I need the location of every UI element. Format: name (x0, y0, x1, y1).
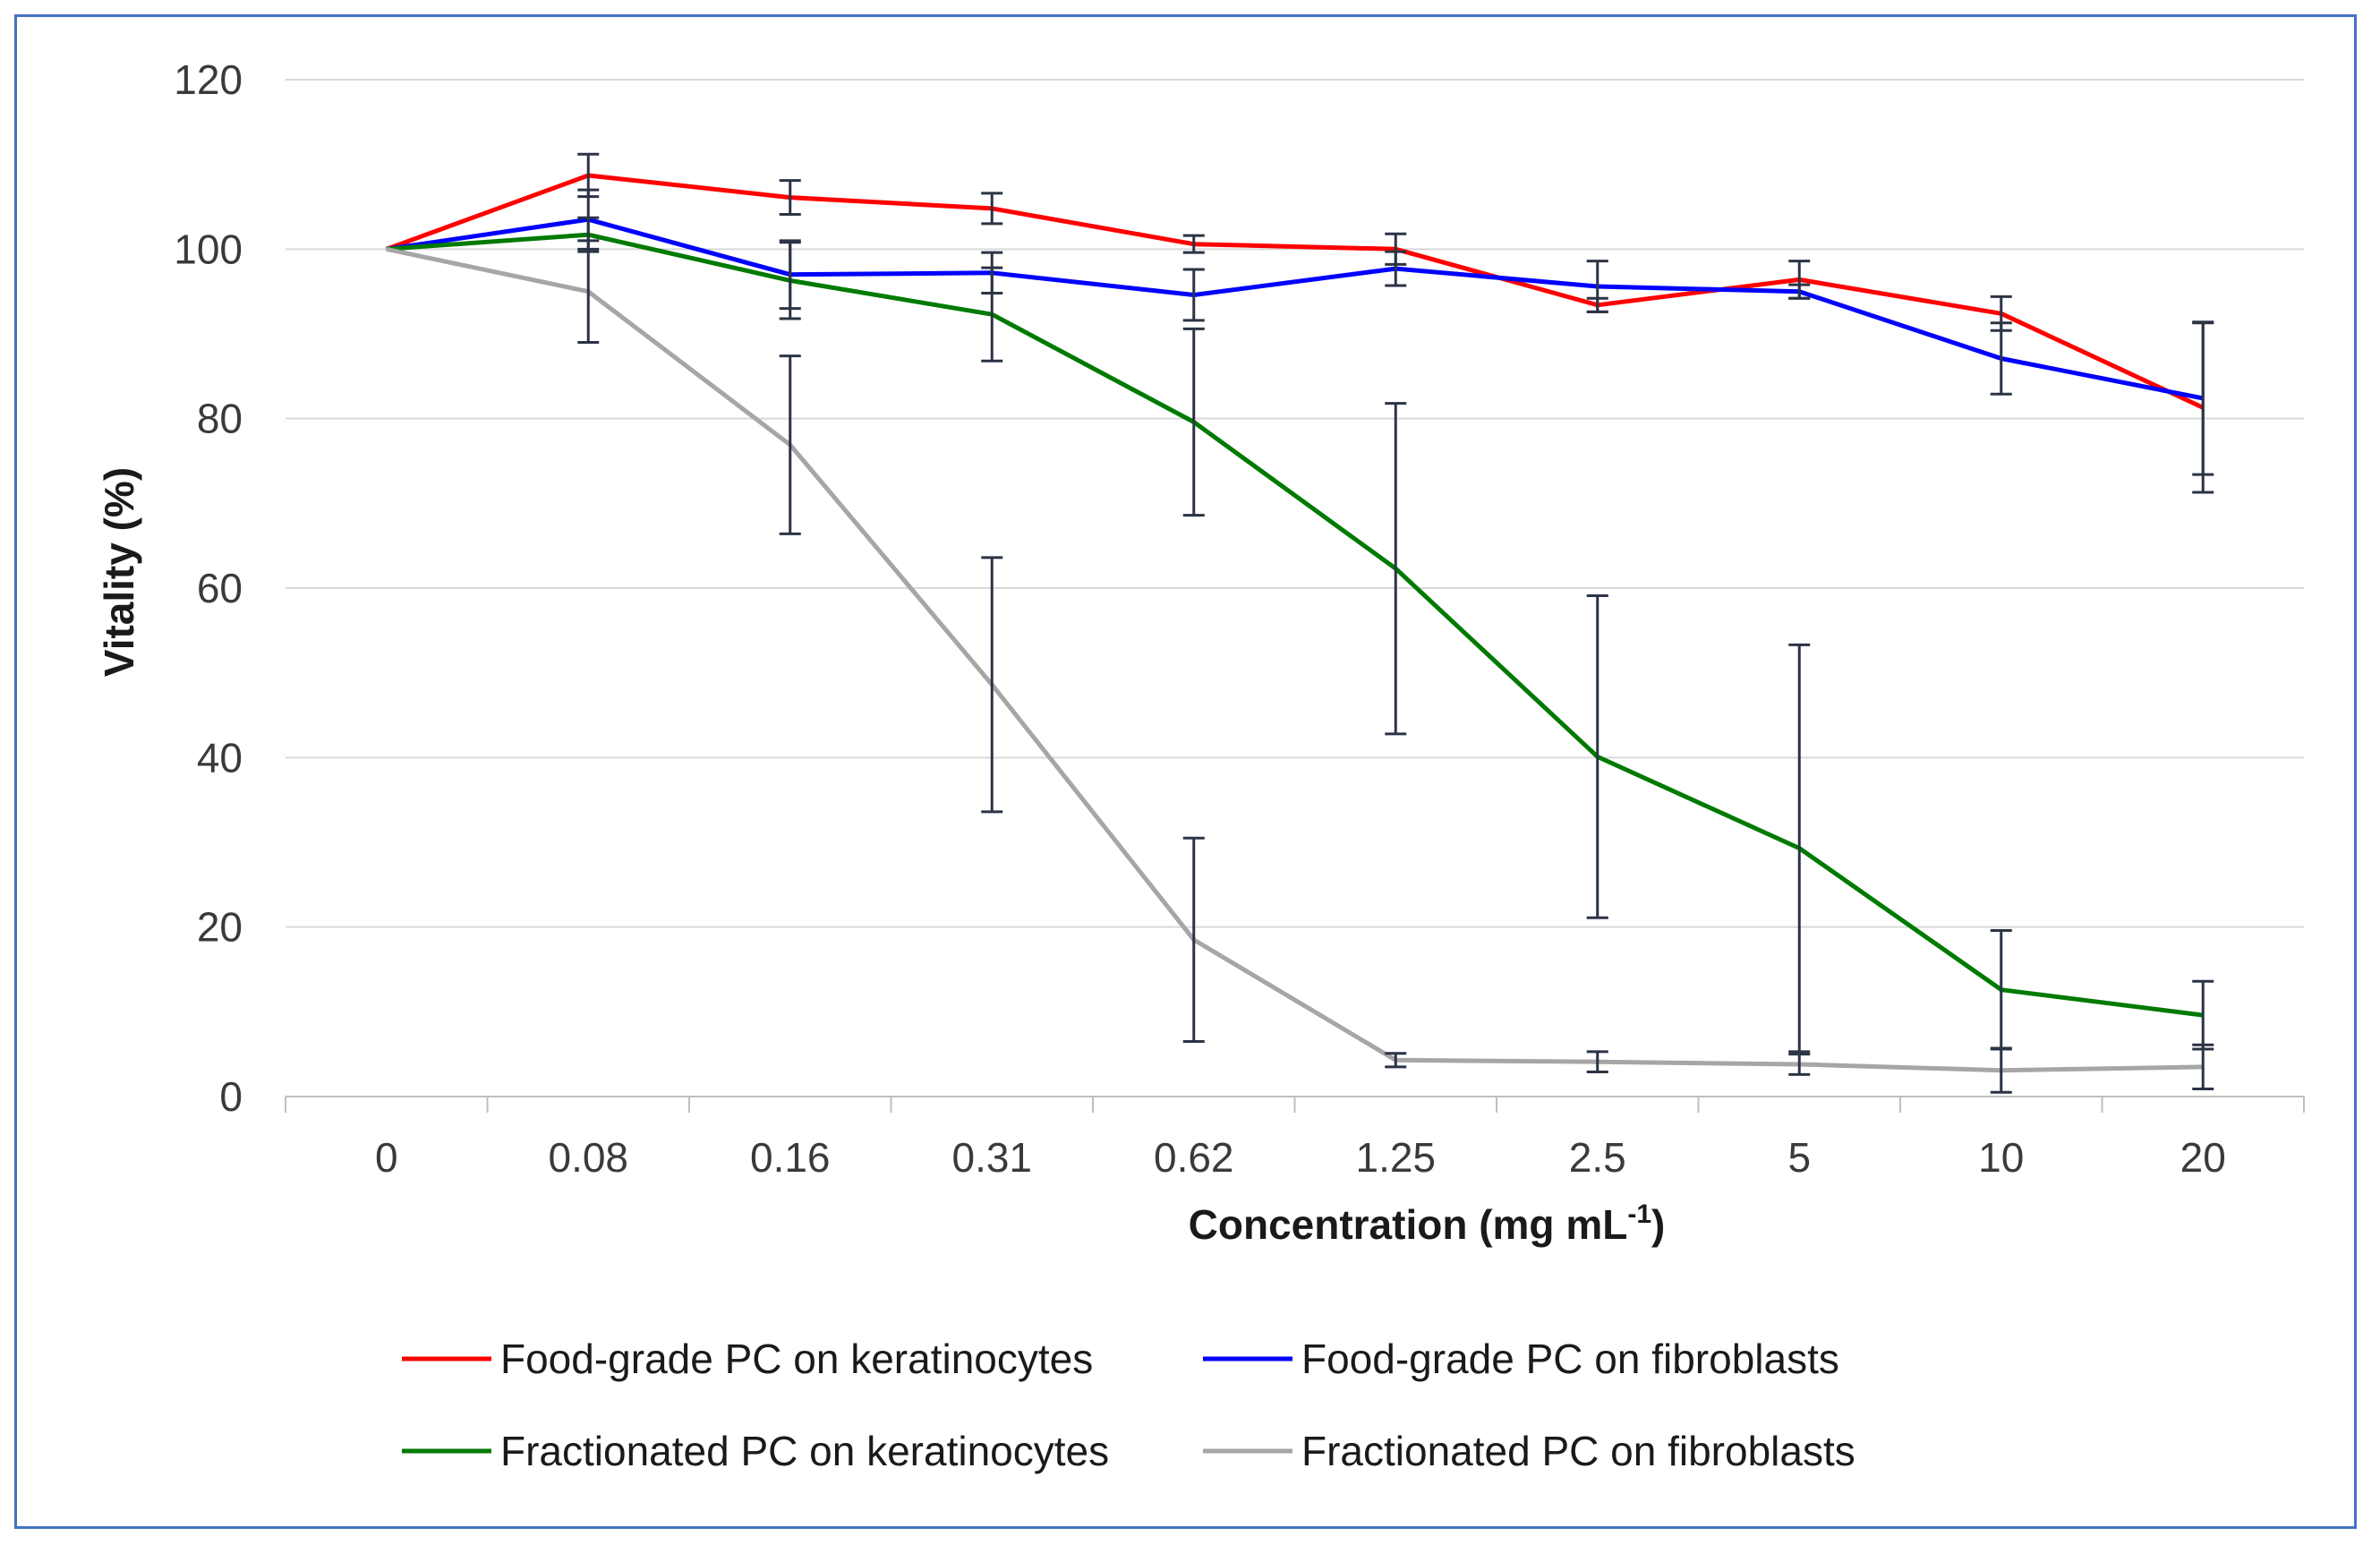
legend-label: Food-grade PC on keratinocytes (500, 1336, 1093, 1382)
x-tick-label: 0.08 (548, 1134, 628, 1181)
error-bar (1788, 1053, 1811, 1076)
line-chart: 0 20 40 60 80 100 120 0 0.08 0.16 0.31 0.62 1.25 2.5… (96, 56, 2305, 1474)
error-bar (1182, 836, 1205, 1043)
series-line-4 (386, 246, 2204, 1073)
x-tick-label: 1.25 (1355, 1134, 1436, 1181)
x-tick-label: 0.16 (750, 1134, 831, 1181)
error-bar (1182, 268, 1205, 322)
error-bar (981, 556, 1003, 814)
y-axis-ticks: 0 20 40 60 80 100 120 (174, 56, 243, 1120)
x-axis: 0 0.08 0.16 0.31 0.62 1.25 2.5 5 10 20 (285, 1096, 2305, 1181)
error-bar (981, 192, 1003, 226)
chart-frame: 0 20 40 60 80 100 120 0 0.08 0.16 0.31 0.62 1.25 2.5… (14, 14, 2357, 1529)
legend-label: Fractionated PC on keratinocytes (500, 1428, 1109, 1474)
y-tick-label: 20 (197, 904, 243, 951)
series-line-2 (386, 217, 2204, 401)
x-tick-label: 2.5 (1569, 1134, 1626, 1181)
legend-label: Food-grade PC on fibroblasts (1301, 1336, 1839, 1382)
error-bar (1385, 402, 1407, 736)
error-bar (577, 239, 600, 344)
x-axis-title-superscript: -1 (1627, 1199, 1651, 1229)
error-bar (779, 179, 801, 217)
error-bar (2192, 320, 2214, 476)
error-bar (1990, 321, 2012, 396)
x-tick-label: 5 (1787, 1134, 1811, 1181)
error-bar (2192, 1043, 2214, 1090)
error-bar (779, 241, 801, 320)
error-bar (1788, 283, 1811, 300)
x-tick-label: 0.31 (951, 1134, 1032, 1181)
error-bar (981, 266, 1003, 363)
error-bar (1586, 1050, 1608, 1074)
series-lines (385, 173, 2205, 1073)
y-tick-label: 120 (174, 56, 243, 103)
error-bars (577, 152, 2214, 1094)
series-line-1 (385, 173, 2205, 410)
y-tick-label: 0 (219, 1073, 243, 1120)
y-tick-label: 100 (174, 226, 243, 272)
y-tick-label: 80 (197, 396, 243, 442)
x-axis-title-main: Concentration (mg mL (1189, 1201, 1628, 1248)
legend-item-3: Fractionated PC on keratinocytes (402, 1428, 1109, 1474)
y-axis-title: Vitality (%) (96, 467, 142, 677)
gridlines (286, 79, 2304, 928)
legend-item-1: Food-grade PC on keratinocytes (402, 1336, 1093, 1382)
legend: Food-grade PC on keratinocytes Food-grade… (402, 1336, 1855, 1474)
x-axis-title: Concentration (mg mL-1) (1189, 1199, 1666, 1248)
error-bar (1385, 1052, 1407, 1069)
x-tick-label: 0 (375, 1134, 398, 1181)
x-tick-label: 20 (2180, 1134, 2226, 1181)
legend-item-2: Food-grade PC on fibroblasts (1203, 1336, 1839, 1382)
legend-label: Fractionated PC on fibroblasts (1301, 1428, 1855, 1474)
x-tick-label: 0.62 (1154, 1134, 1234, 1181)
error-bar (1586, 260, 1608, 313)
y-tick-label: 60 (197, 565, 243, 611)
series-line-3 (386, 232, 2204, 1018)
legend-item-4: Fractionated PC on fibroblasts (1203, 1428, 1855, 1474)
error-bar (1385, 250, 1407, 287)
x-axis-title-close: ) (1651, 1201, 1665, 1248)
error-bar (1788, 643, 1811, 1054)
error-bar (1182, 234, 1205, 254)
error-bar (1586, 594, 1608, 919)
error-bar (779, 354, 801, 535)
y-tick-label: 40 (197, 734, 243, 781)
error-bar (1182, 327, 1205, 517)
error-bar (1990, 1046, 2012, 1094)
x-tick-label: 10 (1978, 1134, 2024, 1181)
